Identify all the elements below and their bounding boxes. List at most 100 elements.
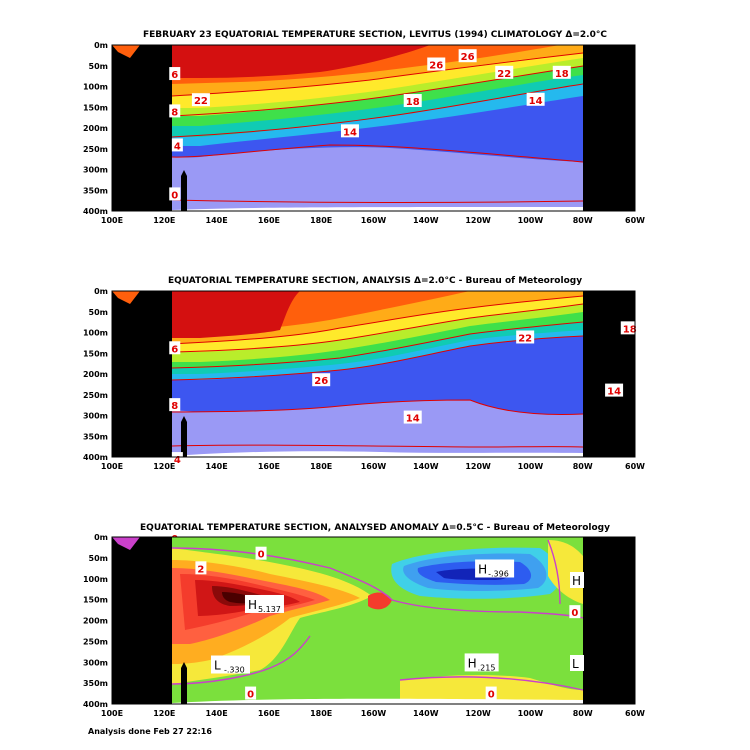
contour-label-box — [169, 341, 181, 355]
contour-label: 26 — [429, 61, 443, 72]
contour-label-box — [171, 452, 183, 466]
panel-1-frame — [111, 44, 636, 212]
contour-label: 18 — [406, 97, 420, 108]
y-tick-label: 250m — [83, 391, 108, 400]
panel-1-island-130e — [181, 170, 187, 211]
x-tick-label: 140E — [206, 462, 228, 471]
extremum-box — [210, 655, 250, 674]
contour-label: 14 — [343, 127, 357, 138]
panel-1-isotherm-14 — [171, 144, 584, 163]
extremum-label: L — [214, 659, 221, 673]
contour-label-box — [605, 383, 624, 397]
panel-1-bottom-white — [172, 207, 583, 211]
contour-label-box — [169, 398, 181, 412]
extremum-value: 5.137 — [258, 605, 281, 614]
extremum-label: H — [468, 656, 477, 670]
panel-1-land-right — [583, 45, 635, 211]
x-tick-label: 160W — [361, 462, 387, 471]
contour-label: 22 — [497, 69, 511, 80]
panel-3-island-130e — [181, 662, 187, 704]
x-tick-label: 100W — [518, 216, 544, 225]
panel-2-band-red — [172, 291, 300, 338]
x-tick-label: 60W — [625, 462, 645, 471]
contour-label-box — [485, 686, 497, 700]
panel-3-x-ticks: 100E 120E 140E 160E 180E 160W 140W 120W 100W 80W 6… — [101, 709, 645, 718]
extremum-label: H — [478, 562, 487, 576]
panel-anomaly: EQUATORIAL TEMPERATURE SECTION, ANALYSED… — [83, 523, 645, 718]
x-tick-label: 140E — [206, 709, 228, 718]
contour-label: 18 — [555, 69, 569, 80]
contour-label: 0 — [571, 608, 578, 619]
x-tick-label: 160E — [258, 216, 280, 225]
extremum-box — [475, 559, 515, 578]
contour-label-box — [169, 187, 181, 201]
x-tick-label: 160E — [258, 462, 280, 471]
panel-1-isotherm-deep — [171, 199, 584, 204]
x-tick-label: 120W — [465, 709, 491, 718]
y-tick-label: 300m — [83, 166, 108, 175]
contour-label: 22 — [518, 333, 532, 344]
contour-label-box — [245, 686, 257, 700]
y-tick-label: 150m — [83, 103, 108, 112]
contour-label: 14 — [529, 96, 543, 107]
panel-analysis: EQUATORIAL TEMPERATURE SECTION, ANALYSIS… — [83, 276, 645, 545]
panel-3-frame — [111, 536, 636, 705]
panel-3-edge-label-l: L — [572, 657, 579, 671]
contour-label-box — [458, 49, 477, 63]
contour-label: 14 — [406, 414, 420, 425]
contour-label: 0 — [258, 550, 265, 561]
y-tick-label: 200m — [83, 617, 108, 626]
x-tick-label: 180E — [310, 216, 332, 225]
y-tick-label: 400m — [83, 453, 108, 462]
contour-label-box — [427, 57, 446, 71]
y-tick-label: 350m — [83, 679, 108, 688]
panel-2-x-ticks: 100E 120E 140E 160E 180E 160W 140W 120W 100W 80W 6… — [101, 462, 645, 471]
panel-1-coastline-left — [112, 45, 140, 58]
panel-3-y-ticks: 0m 50m 100m 150m 200m 250m 300m 350m 400m — [83, 533, 108, 709]
panel-2-isotherm-26 — [171, 295, 584, 345]
x-tick-label: 160E — [258, 709, 280, 718]
panel-1-y-ticks: 0m 50m 100m 150m 200m 250m 300m 350m 400m — [83, 41, 108, 216]
x-tick-label: 120E — [153, 216, 175, 225]
panel-1-island-120e — [160, 52, 166, 211]
contour-label-box — [169, 104, 181, 118]
x-tick-label: 160W — [361, 709, 387, 718]
panel-1-isotherm-26 — [171, 52, 584, 97]
contour-label-box — [312, 373, 331, 387]
contour-label: 0 — [171, 190, 178, 201]
contour-label-box — [569, 605, 581, 619]
contour-label: 4 — [174, 455, 181, 466]
contour-label: 0 — [247, 690, 254, 701]
analysis-footer: Analysis done Feb 27 22:16 — [88, 727, 212, 736]
extremum-box — [244, 594, 284, 613]
panel-3-land-right — [583, 537, 635, 704]
contour-label-box — [516, 330, 535, 344]
y-tick-label: 200m — [83, 370, 108, 379]
extremum-value: -.396 — [488, 569, 509, 578]
panel-3-coastline-left — [112, 537, 140, 550]
panel-1-title: FEBRUARY 23 EQUATORIAL TEMPERATURE SECTI… — [143, 30, 607, 40]
contour-label-box — [195, 561, 207, 575]
contour-label: 2 — [197, 564, 204, 575]
contour-label: 0 — [488, 690, 495, 701]
panel-2-isotherm-deep — [171, 444, 584, 448]
y-tick-label: 350m — [83, 432, 108, 441]
y-tick-label: 250m — [83, 145, 108, 154]
y-tick-label: 100m — [83, 575, 108, 584]
contour-label: 26 — [461, 52, 475, 63]
contour-label-box — [403, 410, 422, 424]
y-tick-label: 50m — [89, 62, 108, 71]
y-tick-label: 350m — [83, 186, 108, 195]
y-tick-label: 0m — [94, 287, 108, 296]
x-tick-label: 180E — [310, 709, 332, 718]
contour-label: 4 — [174, 141, 181, 152]
x-tick-label: 100E — [101, 462, 123, 471]
panel-1-isotherm-22 — [171, 65, 584, 117]
panel-3-island-120e — [160, 544, 166, 704]
panel-3-zero-contour-tilt — [547, 539, 561, 605]
contour-label-box — [620, 321, 639, 335]
panel-3-zero-contour-lower — [171, 635, 584, 691]
